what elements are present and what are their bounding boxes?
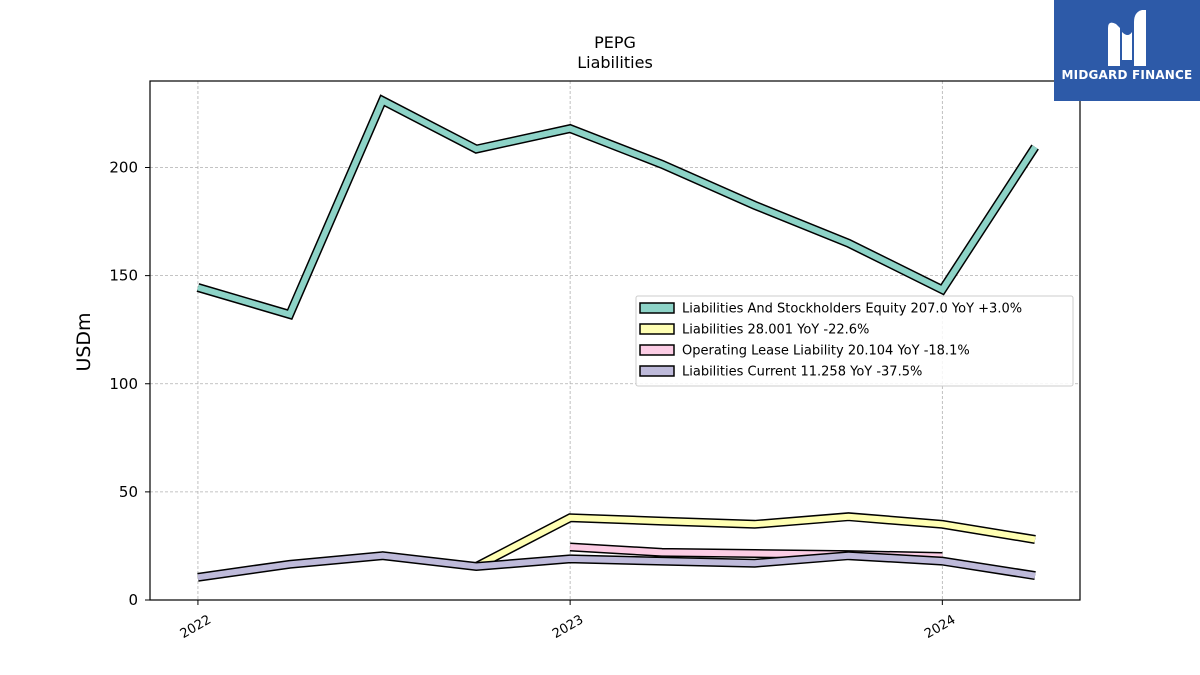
y-axis-label: USDm <box>73 312 95 371</box>
chart-title: PEPG <box>594 33 636 52</box>
series-layer <box>196 94 1039 582</box>
y-tick-label: 50 <box>119 483 138 501</box>
series-line <box>197 552 1036 581</box>
x-tick-label: 2023 <box>550 612 586 642</box>
y-tick-label: 150 <box>109 267 138 285</box>
chart-subtitle: Liabilities <box>577 53 653 72</box>
series-1 <box>474 512 1036 571</box>
x-axis: 2022 2023 2024 <box>178 600 958 642</box>
series-line-outline <box>196 94 1039 320</box>
brand-badge: MIDGARD FINANCE <box>1054 0 1200 101</box>
y-tick-label: 200 <box>109 159 138 177</box>
series-3 <box>197 551 1036 582</box>
legend-item: Liabilities 28.001 YoY -22.6% <box>639 323 869 338</box>
brand-name: MIDGARD FINANCE <box>1061 68 1193 82</box>
y-axis: 0 50 100 150 200 <box>109 159 150 609</box>
legend: Liabilities And Stockholders Equity 207.… <box>635 295 1074 387</box>
plot-frame <box>149 80 1081 601</box>
legend-swatch <box>639 365 675 377</box>
y-tick-label: 0 <box>128 591 138 609</box>
legend-item: Liabilities Current 11.258 YoY -37.5% <box>639 365 922 380</box>
x-tick-label: 2022 <box>178 612 214 642</box>
series-line <box>474 513 1036 570</box>
legend-label: Liabilities 28.001 YoY -22.6% <box>682 323 869 338</box>
y-tick-label: 100 <box>109 375 138 393</box>
series-line <box>197 96 1038 319</box>
series-0 <box>196 94 1039 320</box>
legend-box <box>635 295 1074 387</box>
legend-label: Liabilities Current 11.258 YoY -37.5% <box>682 365 922 380</box>
legend-swatch <box>639 323 675 335</box>
legend-item: Liabilities And Stockholders Equity 207.… <box>639 302 1022 317</box>
legend-label: Liabilities And Stockholders Equity 207.… <box>682 302 1022 317</box>
legend-label: Operating Lease Liability 20.104 YoY -18… <box>682 344 970 359</box>
legend-swatch <box>639 302 675 314</box>
midgard-logo-icon <box>1108 10 1146 67</box>
legend-item: Operating Lease Liability 20.104 YoY -18… <box>639 344 970 359</box>
legend-swatch <box>639 344 675 356</box>
x-tick-label: 2024 <box>922 612 958 642</box>
